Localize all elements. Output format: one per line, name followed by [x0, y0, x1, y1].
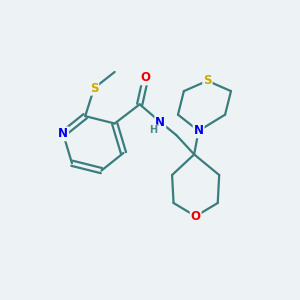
Text: O: O [141, 71, 151, 84]
Text: N: N [155, 116, 165, 128]
Text: S: S [203, 74, 212, 87]
Text: S: S [90, 82, 98, 95]
Text: O: O [190, 210, 201, 223]
Text: N: N [194, 124, 204, 137]
Text: H: H [149, 125, 157, 135]
Text: N: N [58, 127, 68, 140]
